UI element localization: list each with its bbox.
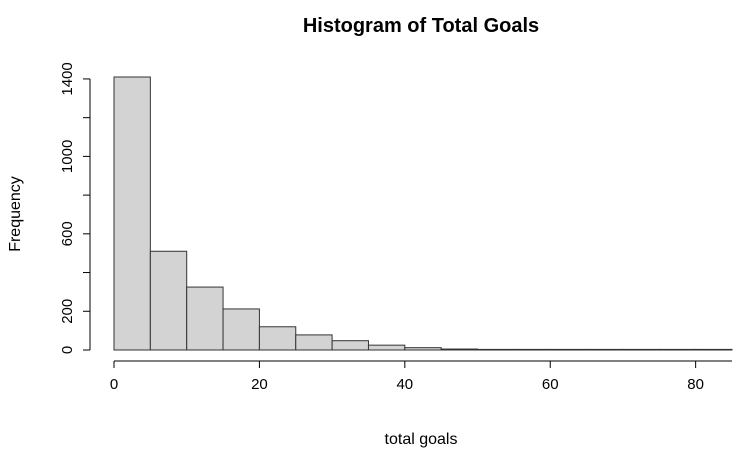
- x-tick-label: 40: [396, 376, 413, 393]
- x-tick-label: 80: [687, 376, 704, 393]
- histogram-bar: [513, 348, 551, 351]
- histogram-bar: [549, 348, 588, 351]
- x-tick-label: 0: [110, 376, 118, 393]
- histogram-bar: [222, 308, 260, 351]
- histogram-bar: [622, 348, 660, 351]
- y-tick-label: 600: [59, 221, 76, 246]
- histogram-bar: [695, 348, 733, 351]
- histogram-bar: [658, 348, 697, 351]
- histogram-bar: [186, 286, 224, 351]
- histogram-bars: [113, 76, 733, 351]
- histogram-bar: [331, 340, 369, 351]
- y-tick-label: 1000: [59, 140, 76, 173]
- histogram-bar: [367, 344, 406, 351]
- chart-title: Histogram of Total Goals: [303, 15, 539, 37]
- histogram-bar: [586, 348, 624, 351]
- histogram-bar: [404, 347, 442, 351]
- histogram-bar: [440, 348, 479, 351]
- x-axis-label: total goals: [385, 431, 458, 448]
- histogram-bar: [477, 348, 515, 351]
- x-tick-label: 60: [542, 376, 559, 393]
- y-axis: 0 200 600 1000 1400: [59, 62, 91, 354]
- histogram-bar: [258, 326, 297, 351]
- y-tick-label: 1400: [59, 62, 76, 95]
- y-tick-label: 200: [59, 299, 76, 324]
- histogram-bar: [113, 76, 151, 351]
- histogram-bar: [295, 334, 333, 351]
- x-tick-label: 20: [251, 376, 268, 393]
- y-axis-label: Frequency: [7, 176, 24, 252]
- y-tick-label: 0: [59, 346, 76, 354]
- histogram-bar: [149, 250, 188, 351]
- x-axis: 0 20 40 60 80: [110, 360, 732, 393]
